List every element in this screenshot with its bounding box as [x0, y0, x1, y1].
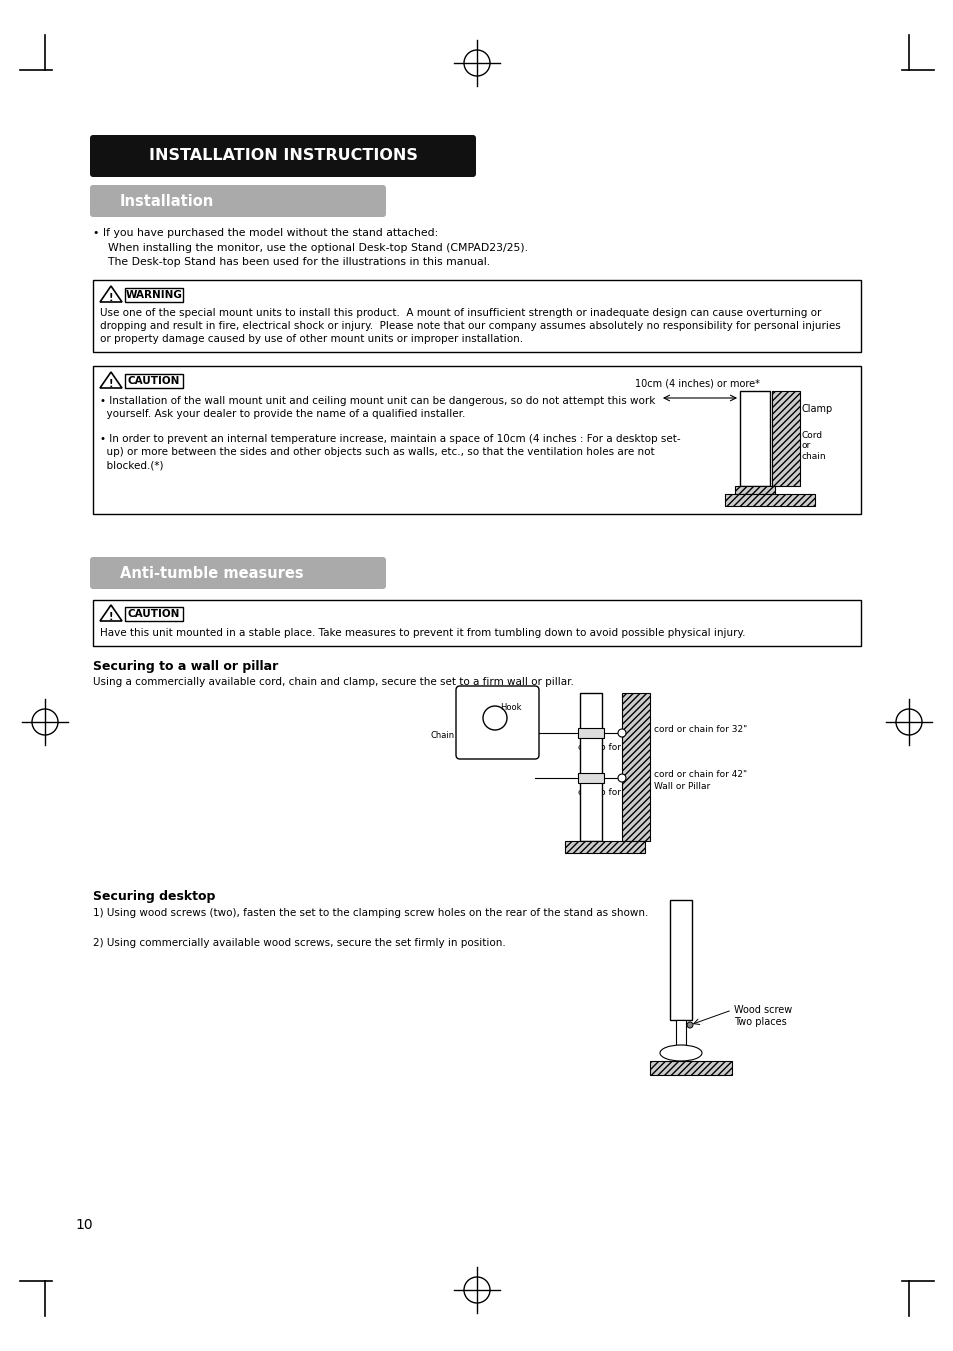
Bar — [92, 280, 861, 353]
Bar — [676, 1020, 685, 1046]
Text: Cord
or
chain: Cord or chain — [801, 431, 825, 461]
Bar — [125, 288, 183, 303]
Circle shape — [618, 774, 625, 782]
FancyBboxPatch shape — [90, 185, 386, 218]
Bar — [734, 486, 774, 494]
FancyBboxPatch shape — [456, 686, 538, 759]
Text: cord or chain for 32": cord or chain for 32" — [654, 725, 746, 734]
Bar — [125, 374, 183, 388]
Text: The Desk-top Stand has been used for the illustrations in this manual.: The Desk-top Stand has been used for the… — [101, 257, 490, 267]
Text: Securing desktop: Securing desktop — [92, 890, 215, 902]
Text: Clamp: Clamp — [801, 404, 832, 413]
Text: !: ! — [109, 612, 113, 621]
Text: Have this unit mounted in a stable place. Take measures to prevent it from tumbl: Have this unit mounted in a stable place… — [100, 628, 744, 638]
Text: WARNING: WARNING — [126, 290, 182, 300]
Bar — [771, 390, 800, 486]
Text: • Installation of the wall mount unit and ceiling mount unit can be dangerous, s: • Installation of the wall mount unit an… — [100, 396, 655, 419]
Circle shape — [618, 730, 625, 738]
Text: 10: 10 — [75, 1219, 92, 1232]
Text: Hook: Hook — [499, 704, 521, 712]
Bar — [578, 773, 603, 784]
Text: !: ! — [109, 380, 113, 389]
Polygon shape — [100, 605, 122, 621]
Text: !: ! — [109, 293, 113, 303]
Ellipse shape — [659, 1046, 701, 1061]
Text: • In order to prevent an internal temperature increase, maintain a space of 10cm: • In order to prevent an internal temper… — [100, 434, 679, 470]
FancyBboxPatch shape — [90, 557, 386, 589]
Text: cord or chain for 42": cord or chain for 42" — [654, 770, 746, 780]
Text: Securing to a wall or pillar: Securing to a wall or pillar — [92, 661, 278, 673]
Text: Wood screw
Two places: Wood screw Two places — [733, 1005, 791, 1027]
Polygon shape — [100, 372, 122, 388]
Bar — [125, 607, 183, 621]
Bar — [669, 900, 691, 1020]
Text: Wall or Pillar: Wall or Pillar — [654, 782, 709, 790]
Text: clamp for 42": clamp for 42" — [578, 788, 639, 797]
Text: • If you have purchased the model without the stand attached:: • If you have purchased the model withou… — [92, 228, 437, 238]
Bar — [579, 693, 601, 842]
Text: Use one of the special mount units to install this product.  A mount of insuffic: Use one of the special mount units to in… — [100, 308, 840, 345]
Bar — [649, 1061, 731, 1075]
Text: Using a commercially available cord, chain and clamp, secure the set to a firm w: Using a commercially available cord, cha… — [92, 677, 574, 688]
Bar — [92, 600, 861, 646]
Text: CAUTION: CAUTION — [128, 609, 180, 619]
Text: CAUTION: CAUTION — [128, 376, 180, 386]
FancyBboxPatch shape — [90, 135, 476, 177]
Polygon shape — [100, 286, 122, 303]
Bar — [740, 390, 769, 486]
Text: When installing the monitor, use the optional Desk-top Stand (CMPAD23/25).: When installing the monitor, use the opt… — [101, 243, 527, 253]
Bar — [621, 693, 649, 842]
Text: Anti-tumble measures: Anti-tumble measures — [120, 566, 303, 581]
Circle shape — [482, 707, 506, 730]
Bar — [564, 842, 644, 852]
Text: clamp for 32": clamp for 32" — [578, 743, 639, 753]
Bar — [578, 728, 603, 738]
Circle shape — [686, 1021, 692, 1028]
Bar — [92, 366, 861, 513]
Text: 10cm (4 inches) or more*: 10cm (4 inches) or more* — [635, 378, 760, 388]
Text: Chain: Chain — [431, 731, 455, 739]
Text: Installation: Installation — [120, 193, 214, 208]
Text: INSTALLATION INSTRUCTIONS: INSTALLATION INSTRUCTIONS — [149, 149, 417, 163]
Text: 2) Using commercially available wood screws, secure the set firmly in position.: 2) Using commercially available wood scr… — [92, 938, 505, 948]
Bar — [724, 494, 814, 507]
Text: 1) Using wood screws (two), fasten the set to the clamping screw holes on the re: 1) Using wood screws (two), fasten the s… — [92, 908, 648, 917]
